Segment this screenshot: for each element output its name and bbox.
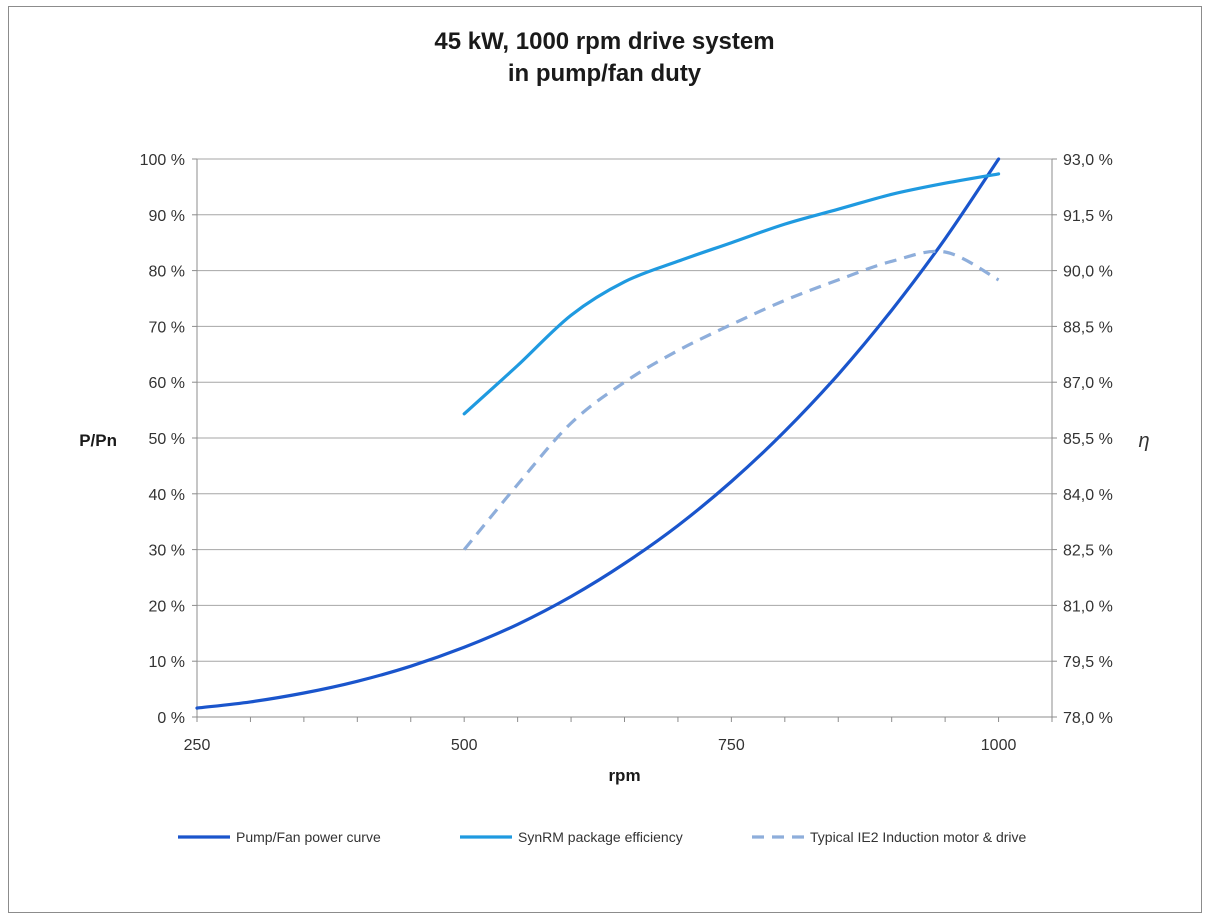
y-tick-label-7: 70 % xyxy=(149,319,185,336)
chart-title-line-2: in pump/fan duty xyxy=(507,60,702,87)
y-tick-label-1: 10 % xyxy=(149,654,185,671)
series-line-1 xyxy=(462,172,1001,416)
legend-label-0: Pump/Fan power curve xyxy=(236,829,381,845)
y-tick-label-2: 20 % xyxy=(149,598,185,615)
legend-label-1: SynRM package efficiency xyxy=(518,829,683,845)
chart-frame xyxy=(8,6,1202,913)
y2-tick-label-10: 93,0 % xyxy=(1063,152,1113,169)
y2-axis-title: η xyxy=(1138,430,1149,452)
y-tick-label-8: 80 % xyxy=(149,264,185,281)
series-line-2 xyxy=(462,249,1000,551)
x-tick-label-3: 1000 xyxy=(981,737,1017,754)
y2-tick-label-8: 90,0 % xyxy=(1063,264,1113,281)
x-tick-label-1: 500 xyxy=(451,737,478,754)
x-tick-label-0: 250 xyxy=(184,737,211,754)
y-tick-label-0: 0 % xyxy=(157,710,185,727)
y2-tick-label-7: 88,5 % xyxy=(1063,319,1113,336)
series-line-0 xyxy=(195,157,1001,710)
y2-tick-label-4: 84,0 % xyxy=(1063,487,1113,504)
y2-tick-label-5: 85,5 % xyxy=(1063,431,1113,448)
x-tick-label-2: 750 xyxy=(718,737,745,754)
y-tick-label-9: 90 % xyxy=(149,208,185,225)
y2-tick-label-6: 87,0 % xyxy=(1063,375,1113,392)
y2-tick-label-2: 81,0 % xyxy=(1063,598,1113,615)
y2-tick-label-9: 91,5 % xyxy=(1063,208,1113,225)
x-axis-title: rpm xyxy=(608,766,640,785)
y2-tick-label-3: 82,5 % xyxy=(1063,543,1113,560)
y-tick-label-3: 30 % xyxy=(149,543,185,560)
y2-tick-label-0: 78,0 % xyxy=(1063,710,1113,727)
y2-tick-label-1: 79,5 % xyxy=(1063,654,1113,671)
chart-title-line-1: 45 kW, 1000 rpm drive system xyxy=(434,28,775,55)
y-tick-label-5: 50 % xyxy=(149,431,185,448)
legend-label-2: Typical IE2 Induction motor & drive xyxy=(810,829,1027,845)
y-tick-label-4: 40 % xyxy=(149,487,185,504)
y-axis-title: P/Pn xyxy=(79,431,117,450)
y-tick-label-10: 100 % xyxy=(140,152,185,169)
y-tick-label-6: 60 % xyxy=(149,375,185,392)
